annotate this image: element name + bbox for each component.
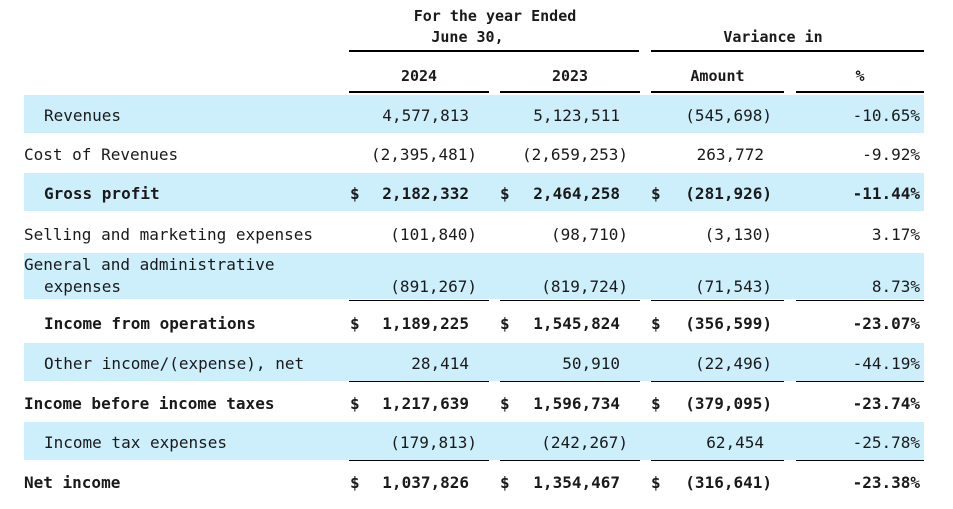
cell-2024: (2,395,481) bbox=[371, 145, 477, 164]
total-rule-2024 bbox=[349, 460, 489, 461]
row-label: Revenues bbox=[44, 106, 122, 125]
row-label-line2: expenses bbox=[44, 277, 122, 296]
cell-2024: (101,840) bbox=[390, 225, 477, 244]
column-rule-2023 bbox=[500, 91, 640, 93]
cell-percent: -25.78% bbox=[852, 433, 920, 452]
cell-2024: (179,813) bbox=[390, 433, 477, 452]
column-rule-amount bbox=[651, 91, 784, 93]
cell-amount: (316,641) bbox=[685, 473, 772, 492]
cell-amount: 263,772 bbox=[696, 145, 764, 164]
currency-symbol: $ bbox=[651, 314, 661, 333]
row-label: Income tax expenses bbox=[44, 433, 228, 452]
subtotal-rule-percent bbox=[796, 381, 924, 382]
cell-percent: -23.38% bbox=[852, 473, 920, 492]
row-label: Other income/(expense), net bbox=[44, 354, 305, 373]
cell-percent: 8.73% bbox=[871, 277, 920, 296]
cell-2023: 2,464,258 bbox=[533, 184, 620, 203]
cell-2024: 2,182,332 bbox=[382, 184, 469, 203]
cell-2023: (242,267) bbox=[541, 433, 628, 452]
currency-symbol: $ bbox=[350, 314, 360, 333]
total-rule-2023 bbox=[500, 460, 640, 461]
cell-percent: -9.92% bbox=[862, 145, 920, 164]
subtotal-rule-2024 bbox=[349, 381, 489, 382]
table-row-income-tax: Income tax expenses (179,813) (242,267) … bbox=[24, 422, 924, 460]
cell-2024: 28,414 bbox=[411, 354, 469, 373]
table-row-income-before-taxes: Income before income taxes $ 1,217,639 $… bbox=[24, 383, 924, 421]
cell-percent: -11.44% bbox=[852, 184, 920, 203]
row-label: Income before income taxes bbox=[24, 394, 275, 413]
total-rule-amount bbox=[651, 460, 784, 461]
cell-2024: 1,217,639 bbox=[382, 394, 469, 413]
cell-percent: -44.19% bbox=[852, 354, 920, 373]
currency-symbol: $ bbox=[651, 394, 661, 413]
cell-2023: 1,545,824 bbox=[533, 314, 620, 333]
row-label: Net income bbox=[24, 473, 121, 492]
currency-symbol: $ bbox=[500, 314, 510, 333]
subtotal-rule-2023 bbox=[500, 300, 640, 301]
table-row-general-admin: General and administrative expenses (891… bbox=[24, 253, 924, 299]
total-rule-percent bbox=[796, 460, 924, 461]
period-header-line1: For the year Ended bbox=[413, 7, 577, 25]
cell-amount: (22,496) bbox=[694, 354, 772, 373]
cell-amount: (3,130) bbox=[704, 225, 772, 244]
currency-symbol: $ bbox=[350, 473, 360, 492]
column-rule-percent bbox=[796, 91, 924, 93]
table-row-selling-marketing: Selling and marketing expenses (101,840)… bbox=[24, 213, 924, 253]
cell-amount: (71,543) bbox=[694, 277, 772, 296]
cell-2024: (891,267) bbox=[390, 277, 477, 296]
row-label: Gross profit bbox=[44, 184, 160, 203]
column-rule-2024 bbox=[349, 91, 489, 93]
cell-percent: 3.17% bbox=[871, 225, 920, 244]
subtotal-rule-2024 bbox=[349, 300, 489, 301]
variance-header: Variance in bbox=[723, 28, 823, 46]
table-row-cost-of-revenues: Cost of Revenues (2,395,481) (2,659,253)… bbox=[24, 134, 924, 172]
table-row-net-income: Net income $ 1,037,826 $ 1,354,467 $ (31… bbox=[24, 462, 924, 500]
cell-2023: 50,910 bbox=[562, 354, 620, 373]
cell-amount: 62,454 bbox=[706, 433, 764, 452]
cell-2024: 1,189,225 bbox=[382, 314, 469, 333]
currency-symbol: $ bbox=[500, 394, 510, 413]
subtotal-rule-amount bbox=[651, 381, 784, 382]
currency-symbol: $ bbox=[500, 184, 510, 203]
row-label: Income from operations bbox=[44, 314, 256, 333]
cell-amount: (356,599) bbox=[685, 314, 772, 333]
cell-2024: 1,037,826 bbox=[382, 473, 469, 492]
period-header-line2: June 30, bbox=[431, 28, 504, 46]
cell-amount: (379,095) bbox=[685, 394, 772, 413]
header-rule-period bbox=[349, 50, 639, 52]
cell-2024: 4,577,813 bbox=[382, 106, 469, 125]
subtotal-rule-2023 bbox=[500, 381, 640, 382]
cell-2023: (2,659,253) bbox=[522, 145, 628, 164]
cell-2023: 5,123,511 bbox=[533, 106, 620, 125]
cell-2023: (819,724) bbox=[541, 277, 628, 296]
currency-symbol: $ bbox=[651, 473, 661, 492]
currency-symbol: $ bbox=[651, 184, 661, 203]
table-row-income-operations: Income from operations $ 1,189,225 $ 1,5… bbox=[24, 303, 924, 341]
subtotal-rule-amount bbox=[651, 300, 784, 301]
column-header-percent: % bbox=[855, 67, 865, 85]
column-header-2024: 2024 bbox=[400, 67, 438, 85]
subtotal-rule-percent bbox=[796, 300, 924, 301]
header-rule-variance bbox=[651, 50, 924, 52]
table-row-revenues: Revenues 4,577,813 5,123,511 (545,698) -… bbox=[24, 95, 924, 133]
table-row-gross-profit: Gross profit $ 2,182,332 $ 2,464,258 $ (… bbox=[24, 173, 924, 211]
cell-amount: (545,698) bbox=[685, 106, 772, 125]
column-header-2023: 2023 bbox=[551, 67, 589, 85]
cell-amount: (281,926) bbox=[685, 184, 772, 203]
currency-symbol: $ bbox=[350, 394, 360, 413]
row-label: Cost of Revenues bbox=[24, 145, 179, 164]
currency-symbol: $ bbox=[350, 184, 360, 203]
column-header-amount: Amount bbox=[690, 67, 745, 85]
row-label: Selling and marketing expenses bbox=[24, 225, 313, 244]
cell-percent: -10.65% bbox=[852, 106, 920, 125]
row-label-line1: General and administrative bbox=[24, 255, 275, 274]
table-row-other-income: Other income/(expense), net 28,414 50,91… bbox=[24, 343, 924, 381]
cell-percent: -23.07% bbox=[852, 314, 920, 333]
cell-2023: 1,596,734 bbox=[533, 394, 620, 413]
cell-percent: -23.74% bbox=[852, 394, 920, 413]
cell-2023: 1,354,467 bbox=[533, 473, 620, 492]
cell-2023: (98,710) bbox=[550, 225, 628, 244]
currency-symbol: $ bbox=[500, 473, 510, 492]
